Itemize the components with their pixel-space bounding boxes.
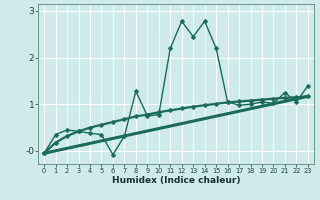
- X-axis label: Humidex (Indice chaleur): Humidex (Indice chaleur): [112, 176, 240, 185]
